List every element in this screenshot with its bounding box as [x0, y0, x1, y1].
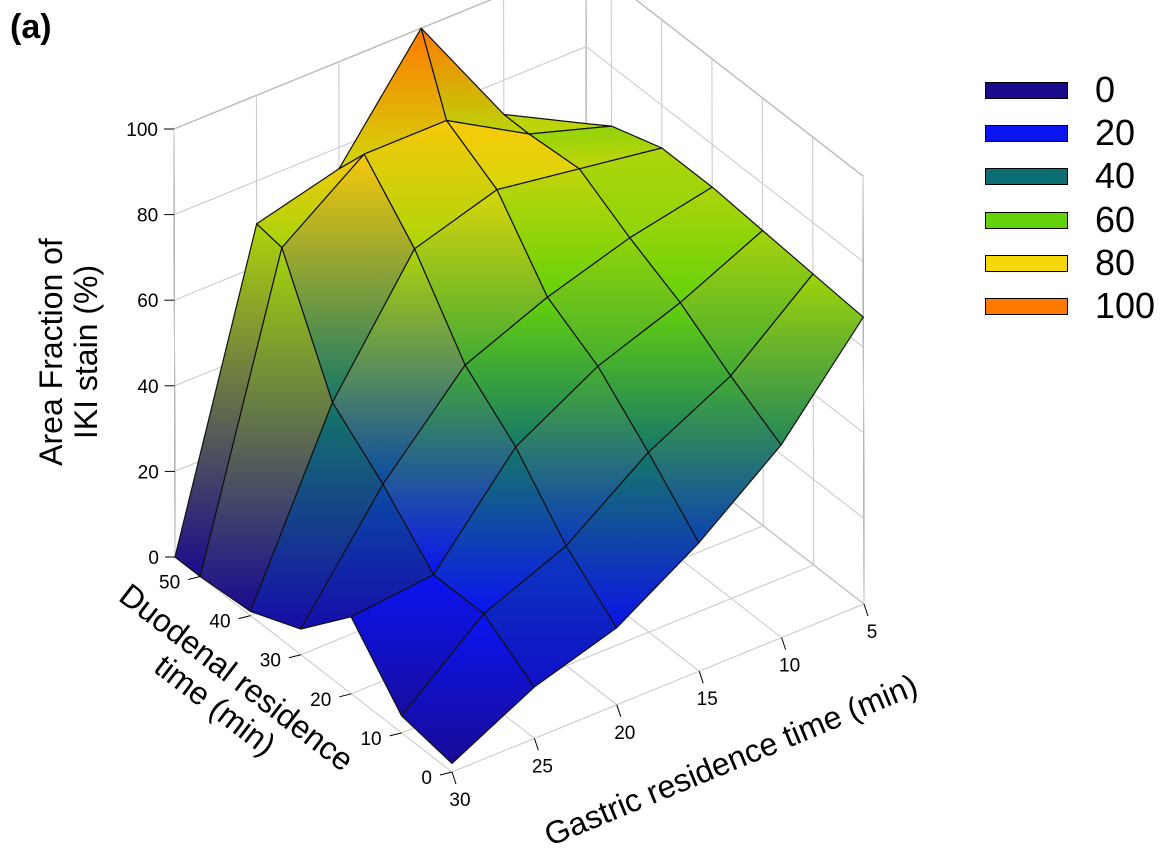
y-tick-label: 0	[421, 768, 432, 789]
axis-ticks: 0 20 40 60 80 100 5 10 15 20 25 30 0 10 20 30 40 50	[126, 120, 877, 811]
x-tick-label: 15	[697, 689, 718, 710]
legend-label: 40	[1095, 155, 1136, 197]
y-tick-mark	[339, 693, 352, 698]
x-tick-mark	[781, 637, 787, 650]
grid-floor-y	[451, 603, 865, 773]
x-tick-label: 20	[614, 723, 635, 744]
y-tick-label: 20	[310, 690, 331, 711]
x-tick-mark	[698, 671, 704, 684]
z-axis-label: Area Fraction ofIKI stain (%)	[33, 238, 104, 466]
x-axis-label: Gastric residence time (min)	[539, 667, 922, 853]
x-tick-mark	[451, 771, 457, 785]
grid-right-z	[585, 46, 864, 262]
legend-swatch	[985, 254, 1068, 272]
panel-label: (a)	[10, 8, 52, 46]
x-tick-label: 30	[449, 790, 470, 811]
grid-right-y	[862, 175, 865, 605]
legend-swatch	[985, 211, 1068, 229]
y-tick-mark	[439, 771, 453, 776]
y-tick-mark	[389, 732, 402, 737]
y-tick-mark	[188, 576, 201, 581]
legend-swatch	[985, 168, 1068, 186]
z-tick-label: 60	[137, 291, 158, 312]
legend-swatch	[985, 82, 1068, 99]
grid-floor-x	[174, 556, 453, 773]
y-tick-mark	[288, 654, 302, 659]
x-tick-mark	[616, 704, 622, 717]
z-tick-label: 40	[137, 377, 158, 398]
legend-label: 60	[1095, 198, 1136, 240]
legend-label: 20	[1095, 112, 1136, 154]
legend-label: 80	[1095, 241, 1136, 283]
grid-back-z	[173, 0, 492, 130]
legend-swatch	[985, 125, 1068, 143]
y-tick-mark	[238, 615, 251, 620]
y-tick-label: 50	[159, 573, 180, 594]
grid-back-x	[173, 128, 176, 558]
x-tick-mark	[863, 603, 869, 617]
surface-mesh	[174, 27, 864, 765]
z-tick-label: 0	[148, 548, 159, 569]
x-tick-label: 10	[779, 656, 800, 677]
y-tick-label: 40	[209, 612, 230, 633]
legend-label: 0	[1095, 69, 1116, 110]
grid-right-z	[635, 0, 864, 177]
y-tick-label: 10	[360, 729, 381, 750]
legend-swatch	[985, 297, 1068, 315]
x-tick-label: 5	[867, 622, 878, 643]
legend-label: 100	[1095, 284, 1156, 326]
z-tick-label: 20	[138, 462, 159, 483]
z-tick-label: 80	[137, 206, 158, 227]
surface-cell	[730, 273, 864, 446]
y-tick-label: 30	[260, 651, 281, 672]
x-tick-mark	[533, 738, 539, 751]
x-tick-label: 25	[532, 756, 553, 777]
z-tick-label: 100	[126, 120, 158, 141]
